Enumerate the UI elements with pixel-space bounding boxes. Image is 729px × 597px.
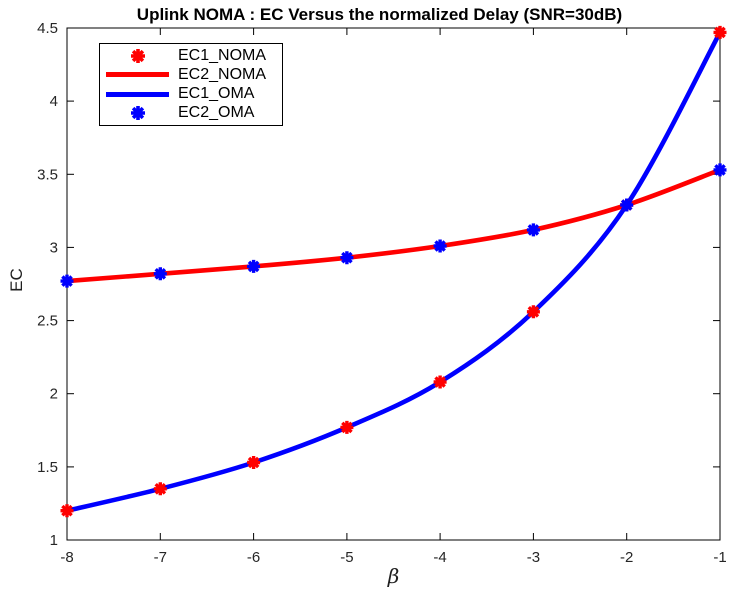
y-tick-label: 4 — [50, 93, 58, 110]
y-tick-label: 3.5 — [37, 166, 58, 183]
series-marker-EC2_OMA — [433, 239, 447, 253]
legend-label: EC1_OMA — [178, 85, 255, 103]
y-tick-label: 1.5 — [37, 459, 58, 476]
x-tick-label: -7 — [154, 549, 167, 566]
legend-line-swatch — [106, 72, 169, 78]
legend-label: EC1_NOMA — [178, 46, 267, 64]
legend-item: EC2_OMA — [100, 104, 282, 123]
legend-label: EC2_OMA — [178, 104, 255, 122]
series-marker-EC1_NOMA — [713, 25, 727, 39]
legend-label: EC2_NOMA — [178, 65, 267, 83]
legend-line-swatch — [106, 91, 169, 97]
series-marker-EC2_OMA — [60, 274, 74, 288]
legend-item: EC1_OMA — [100, 85, 282, 104]
chart-title: Uplink NOMA : EC Versus the normalized D… — [136, 5, 623, 24]
series-marker-EC2_OMA — [340, 251, 354, 265]
legend-line-sample — [106, 91, 169, 97]
legend-asterisk-marker-icon — [106, 103, 169, 123]
legend-item: EC2_NOMA — [100, 65, 282, 84]
legend-item: EC1_NOMA — [100, 46, 282, 65]
legend: EC1_NOMA EC2_NOMA EC1_OMA EC2_OMA — [99, 43, 283, 126]
x-tick-label: -6 — [247, 549, 260, 566]
asterisk-icon — [130, 48, 145, 63]
series-marker-EC2_OMA — [153, 267, 167, 281]
x-tick-label: -3 — [527, 549, 540, 566]
y-tick-label: 2.5 — [37, 313, 58, 330]
x-tick-label: -2 — [620, 549, 633, 566]
y-axis-label: EC — [7, 268, 26, 292]
y-tick-label: 3 — [50, 239, 58, 256]
x-tick-label: -5 — [340, 549, 353, 566]
x-axis-label: β — [387, 564, 400, 588]
series-marker-EC2_OMA — [713, 163, 727, 177]
series-marker-EC1_NOMA — [340, 420, 354, 434]
x-tick-label: -4 — [433, 549, 446, 566]
legend-line-sample — [106, 72, 169, 78]
series-marker-EC2_OMA — [247, 259, 261, 273]
asterisk-icon — [130, 106, 145, 121]
x-tick-label: -8 — [60, 549, 73, 566]
series-marker-EC1_NOMA — [433, 375, 447, 389]
series-marker-EC1_NOMA — [526, 305, 540, 319]
y-tick-label: 4.5 — [37, 20, 58, 37]
series-marker-EC2_OMA — [620, 198, 634, 212]
series-marker-EC1_NOMA — [153, 482, 167, 496]
series-line-EC2_NOMA — [66, 167, 721, 284]
series-marker-EC1_NOMA — [247, 456, 261, 469]
legend-asterisk-marker-icon — [106, 46, 169, 66]
y-tick-label: 1 — [50, 532, 58, 549]
y-tick-label: 2 — [50, 386, 58, 403]
x-tick-label: -1 — [713, 549, 726, 566]
series-marker-EC1_NOMA — [60, 504, 74, 518]
series-marker-EC2_OMA — [526, 223, 540, 237]
